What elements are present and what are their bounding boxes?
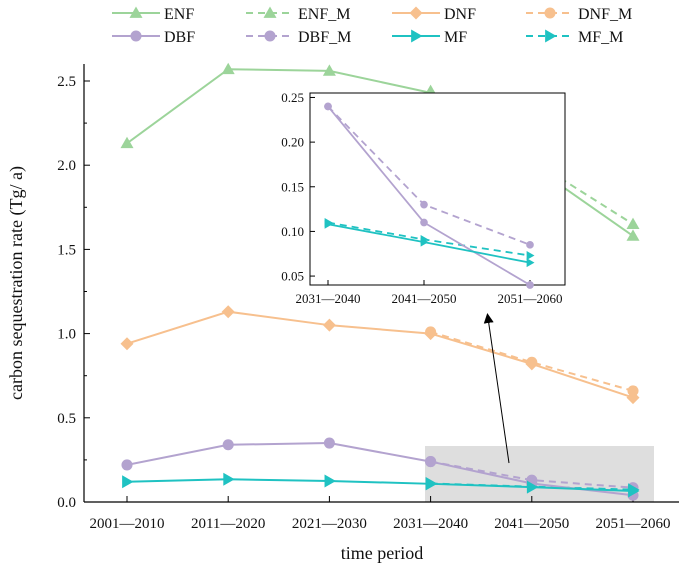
main-data-point-enf — [322, 64, 336, 76]
y-tick-label: 1.5 — [57, 242, 76, 258]
main-data-point-enf — [626, 229, 640, 241]
inset-data-point-mf-m — [526, 251, 535, 261]
y-tick-label: 0.0 — [57, 495, 76, 511]
legend-marker-enf-m — [263, 6, 277, 18]
legend-marker-mf — [411, 29, 423, 43]
main-data-point-enf — [120, 136, 134, 149]
main-data-point-mf — [526, 480, 539, 494]
legend: ENF ENF_M DNF DNF_M DBF DBF_M MF MF_M — [112, 6, 632, 46]
inset-data-point-mf — [420, 237, 429, 247]
legend-label-dbf: DBF — [164, 29, 195, 46]
inset-data-point-mf — [526, 258, 535, 268]
legend-label-enf: ENF — [164, 6, 194, 23]
x-tick-label: 2011—2020 — [191, 516, 265, 532]
main-data-point-dnf — [424, 327, 438, 341]
legend-label-enf-m: ENF_M — [298, 6, 350, 23]
y-tick-label: 2.0 — [57, 158, 76, 174]
x-tick-label: 2041—2050 — [494, 516, 569, 532]
main-data-point-mf — [324, 474, 336, 488]
main-data-point-dnf — [221, 305, 235, 319]
zoom-arrow — [483, 313, 510, 464]
legend-marker-dnf — [409, 6, 423, 20]
y-tick-label: 2.5 — [57, 74, 76, 90]
main-series-line-dbf — [126, 442, 634, 497]
x-tick-label: 2051—2060 — [596, 516, 671, 532]
x-tick-label: 2031—2040 — [393, 516, 468, 532]
main-data-point-dnf-m — [627, 385, 639, 397]
y-tick-label: 0.5 — [57, 411, 76, 427]
main-data-point-dnf — [525, 357, 539, 371]
main-data-point-mf — [425, 477, 438, 491]
inset-x-tick-label: 2031—2040 — [296, 291, 361, 306]
inset-data-point-dbf-m — [526, 240, 534, 249]
inset-x-tick-label: 2041—2050 — [392, 291, 457, 306]
main-data-point-mf — [122, 475, 134, 489]
inset-data-point-dbf — [324, 102, 332, 111]
legend-label-mf: MF — [444, 29, 467, 46]
main-data-point-enf — [221, 62, 235, 75]
legend-label-dbf-m: DBF_M — [298, 29, 351, 46]
legend-label-dnf: DNF — [444, 6, 476, 23]
legend-marker-dbf-m — [264, 30, 276, 42]
x-axis-title: time period — [341, 543, 423, 563]
legend-marker-dbf — [130, 30, 142, 42]
main-data-point-dbf — [121, 459, 133, 471]
x-tick-label: 2021—2030 — [292, 516, 367, 532]
inset-data-point-mf — [324, 219, 333, 229]
inset-data-point-dbf — [420, 218, 428, 227]
inset-y-tick-label: 0.15 — [281, 179, 304, 194]
main-series-line-mf — [126, 478, 634, 493]
inset-chart: 0.05 0.10 0.15 0.20 0.25 2031—2040 2041—2050 20… — [281, 90, 566, 306]
inset-x-tick-label: 2051—2060 — [498, 291, 563, 306]
inset-y-tick-label: 0.25 — [281, 90, 304, 105]
inset-frame — [309, 92, 566, 286]
legend-label-mf-m: MF_M — [578, 29, 623, 46]
main-data-point-enf-m — [626, 217, 640, 230]
legend-marker-enf — [129, 6, 143, 18]
inset-data-point-dbf-m — [420, 200, 428, 209]
legend-label-dnf-m: DNF_M — [578, 6, 632, 23]
main-data-point-dbf — [323, 437, 335, 449]
legend-marker-mf-m — [545, 29, 557, 43]
main-data-point-dbf — [222, 439, 234, 451]
legend-marker-dnf-m — [544, 7, 556, 19]
x-tick-label: 2001—2010 — [90, 516, 165, 532]
main-data-point-dnf — [322, 318, 336, 332]
inset-y-tick-label: 0.05 — [281, 269, 304, 284]
main-data-point-dbf — [425, 456, 437, 468]
main-data-point-dnf — [626, 391, 640, 405]
y-tick-label: 1.0 — [57, 327, 76, 343]
main-data-point-mf — [223, 472, 235, 486]
inset-y-tick-label: 0.20 — [281, 135, 304, 150]
y-axis-title: carbon sequestration rate (Tg/ a) — [6, 166, 27, 400]
main-series-line-dnf — [126, 310, 634, 399]
main-data-point-dnf — [120, 337, 134, 351]
inset-data-point-dbf — [526, 281, 534, 289]
inset-y-tick-label: 0.10 — [281, 224, 304, 239]
main-data-point-mf — [628, 484, 640, 498]
